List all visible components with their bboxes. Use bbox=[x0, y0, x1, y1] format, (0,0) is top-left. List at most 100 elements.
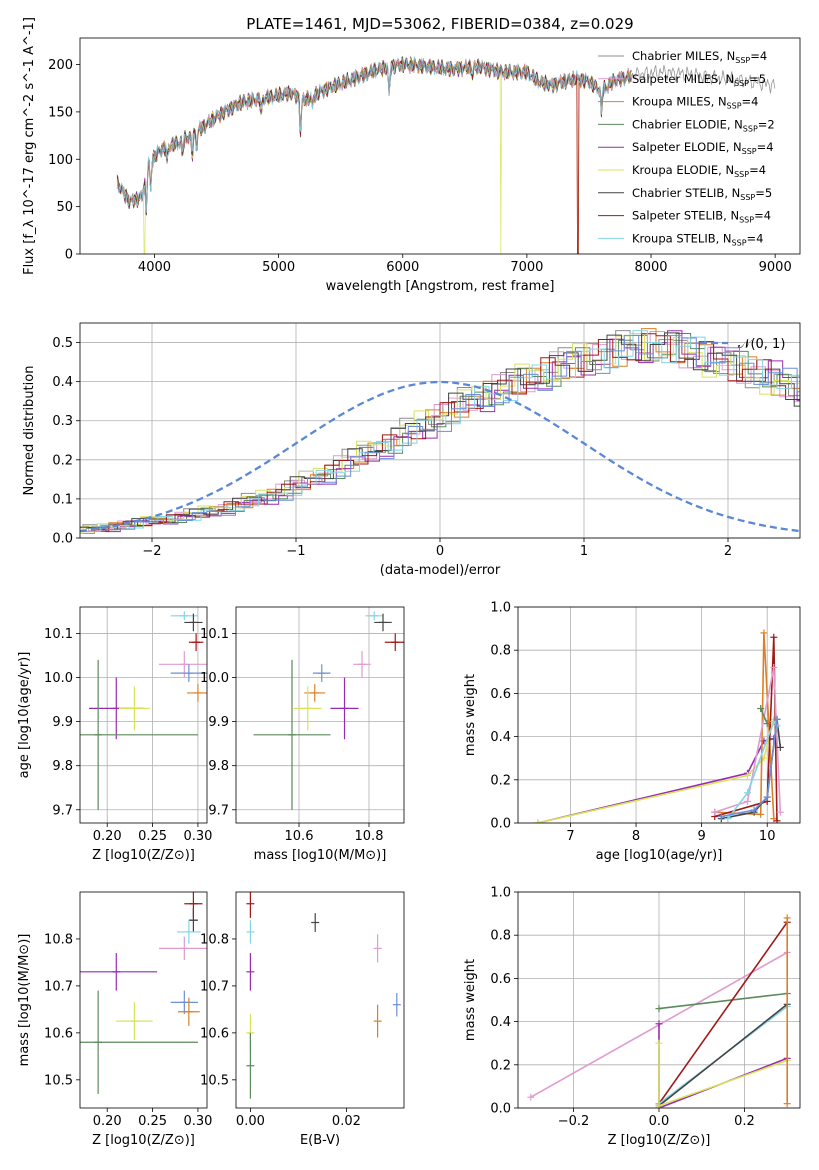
series-marker-kroupa_stelib bbox=[744, 789, 752, 797]
series-marker-kroupa_elodie bbox=[744, 771, 752, 779]
y-tick-label: 0.6 bbox=[490, 687, 511, 702]
x-tick-label: 10 bbox=[759, 829, 776, 844]
y-tick-label: 10.0 bbox=[200, 671, 229, 686]
x-tick-label: 10.6 bbox=[285, 829, 314, 844]
plot-frame bbox=[79, 322, 801, 539]
y-tick-label: 0.6 bbox=[490, 972, 511, 987]
legend-label-salpeter_stelib: Salpeter STELIB, NSSP=4 bbox=[632, 209, 771, 225]
y-tick-label: 0.2 bbox=[490, 1058, 511, 1073]
y-tick-label: 10.6 bbox=[200, 1026, 229, 1041]
legend-label-kroupa_elodie: Kroupa ELODIE, NSSP=4 bbox=[632, 163, 766, 179]
series-marker-salpeter_stelib bbox=[773, 817, 781, 823]
y-tick-label: 9.8 bbox=[52, 759, 73, 774]
errorbar-point-salpeter_stelib bbox=[188, 633, 204, 652]
y-tick-label: 1.0 bbox=[490, 886, 511, 901]
series-marker-salpeter_stelib bbox=[770, 633, 778, 641]
errorbar-point-chabrier_stelib bbox=[311, 913, 320, 932]
y-tick-label: 9.7 bbox=[208, 803, 229, 818]
x-tick-label: 0.20 bbox=[93, 829, 122, 844]
y-tick-label: 1.0 bbox=[490, 601, 511, 616]
y-tick-label: 0.0 bbox=[52, 532, 73, 547]
legend-label-chabrier_miles: Chabrier MILES, NSSP=4 bbox=[632, 49, 767, 65]
mass-weight-vs-metallicity-lines bbox=[527, 914, 791, 1108]
series-marker-blue bbox=[763, 793, 771, 801]
spectrum-line-kroupa_stelib bbox=[116, 56, 632, 213]
plot-frame bbox=[235, 606, 405, 824]
y-tick-label: 50 bbox=[56, 200, 73, 215]
series-line-chabrier_elodie bbox=[759, 708, 768, 724]
series-marker-kroupa_elodie bbox=[534, 819, 542, 823]
y-tick-label: 9.9 bbox=[52, 715, 73, 730]
x-tick-label: −1 bbox=[286, 544, 305, 559]
mass-vs-metallicity-points bbox=[80, 892, 207, 1094]
x-axis-label: Z [log10(Z/Z⊙)] bbox=[92, 848, 195, 863]
mass-vs-ebv-points bbox=[246, 892, 401, 1099]
series-marker-kroupa_elodie bbox=[655, 1104, 663, 1108]
y-axis-label: age [log10(age/yr)] bbox=[17, 652, 32, 779]
normal-legend-label: 𝒩(0, 1) bbox=[738, 337, 785, 352]
y-axis-label: Normed distribution bbox=[22, 366, 37, 496]
legend-label-chabrier_elodie: Chabrier ELODIE, NSSP=2 bbox=[632, 117, 775, 133]
series-marker-kroupa_elodie bbox=[655, 1039, 663, 1047]
y-tick-label: 9.9 bbox=[208, 715, 229, 730]
series-line-salpeter_stelib bbox=[658, 921, 788, 1105]
x-tick-label: 1 bbox=[580, 544, 588, 559]
y-tick-label: 0.0 bbox=[490, 817, 511, 832]
x-tick-label: 0.2 bbox=[734, 1114, 755, 1129]
x-tick-label: 8000 bbox=[634, 260, 667, 275]
errorbar-point-chabrier_elodie bbox=[246, 1032, 255, 1099]
y-tick-label: 10.7 bbox=[44, 979, 73, 994]
y-axis-label: mass [log10(M/M⊙)] bbox=[17, 934, 32, 1067]
errorbar-point-chabrier_elodie bbox=[80, 990, 198, 1094]
y-tick-label: 0 bbox=[65, 248, 73, 263]
legend-label-kroupa_stelib: Kroupa STELIB, NSSP=4 bbox=[632, 231, 763, 247]
x-tick-label: 5000 bbox=[262, 260, 295, 275]
series-marker-salpeter_miles bbox=[776, 808, 784, 816]
y-tick-label: 10.1 bbox=[44, 627, 73, 642]
spectrum-line-salpeter_stelib bbox=[116, 56, 632, 254]
series-marker-salpeter_miles bbox=[711, 808, 719, 816]
y-tick-label: 10.8 bbox=[200, 932, 229, 947]
spectrum-panel: 4000 5000 6000 7000 8000 9000 0 50 100 150 200 wave… bbox=[22, 17, 801, 294]
y-axis-label: mass weight bbox=[463, 674, 478, 756]
series-marker-chabrier_elodie bbox=[655, 1005, 663, 1013]
age-vs-mass-panel: 10.6 10.8 9.7 9.8 9.9 10.0 10.1 mass [log10(M/M… bbox=[200, 606, 405, 863]
histogram-step-kroupa_elodie bbox=[80, 333, 800, 534]
legend-label-chabrier_stelib: Chabrier STELIB, NSSP=5 bbox=[632, 186, 772, 202]
series-marker-salpeter_miles bbox=[527, 1093, 535, 1101]
x-tick-label: 0.25 bbox=[138, 829, 167, 844]
x-tick-label: 9 bbox=[697, 829, 705, 844]
x-axis-label: age [log10(age/yr)] bbox=[596, 848, 723, 863]
x-tick-label: 4000 bbox=[138, 260, 171, 275]
y-tick-label: 100 bbox=[48, 153, 73, 168]
x-tick-label: −0.2 bbox=[558, 1114, 590, 1129]
x-axis-label: Z [log10(Z/Z⊙)] bbox=[608, 1133, 711, 1148]
x-tick-label: −2 bbox=[142, 544, 161, 559]
y-tick-label: 10.5 bbox=[44, 1073, 73, 1088]
errorbar-point-chabrier_stelib bbox=[184, 613, 203, 632]
y-tick-label: 0.2 bbox=[52, 453, 73, 468]
errorbar-point-salpeter_elodie bbox=[80, 953, 158, 991]
series-line-kroupa_elodie bbox=[658, 1059, 788, 1107]
series-marker-blue bbox=[750, 806, 758, 814]
plot-frame bbox=[517, 891, 801, 1109]
series-marker-kroupa_miles bbox=[760, 629, 768, 637]
errorbar-point-salpeter_miles bbox=[373, 934, 382, 963]
errorbar-point-salpeter_stelib bbox=[384, 633, 404, 652]
y-tick-label: 0.1 bbox=[52, 492, 73, 507]
x-tick-label: 0 bbox=[436, 544, 444, 559]
age-vs-mass-points bbox=[253, 611, 404, 810]
x-tick-label: 0.30 bbox=[183, 829, 212, 844]
chart-panels: 4000 5000 6000 7000 8000 9000050100150200wave… bbox=[17, 17, 801, 1148]
errorbar-point-chabrier_elodie bbox=[80, 659, 198, 810]
x-tick-label: 0.20 bbox=[93, 1114, 122, 1129]
errorbar-point-chabrier_elodie bbox=[253, 659, 331, 810]
x-axis-label: Z [log10(Z/Z⊙)] bbox=[92, 1133, 195, 1148]
legend-label-salpeter_elodie: Salpeter ELODIE, NSSP=4 bbox=[632, 140, 774, 156]
y-axis-label: mass weight bbox=[463, 959, 478, 1041]
errorbar-point-chabrier_stelib bbox=[374, 613, 392, 632]
series-marker-blue bbox=[773, 715, 781, 723]
y-tick-label: 10.8 bbox=[44, 932, 73, 947]
errorbar-point-kroupa_elodie bbox=[119, 686, 150, 731]
series-marker-kroupa_stelib bbox=[724, 815, 732, 823]
